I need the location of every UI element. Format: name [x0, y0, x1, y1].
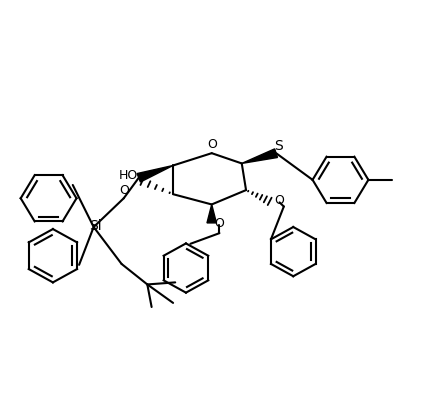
Text: S: S	[274, 139, 283, 153]
Text: O: O	[119, 185, 129, 197]
Polygon shape	[207, 204, 216, 223]
Polygon shape	[137, 166, 173, 182]
Text: HO: HO	[118, 169, 138, 182]
Text: O: O	[215, 217, 224, 230]
Text: O: O	[207, 138, 216, 151]
Text: O: O	[275, 194, 284, 207]
Polygon shape	[242, 149, 277, 164]
Text: Si: Si	[89, 219, 102, 233]
